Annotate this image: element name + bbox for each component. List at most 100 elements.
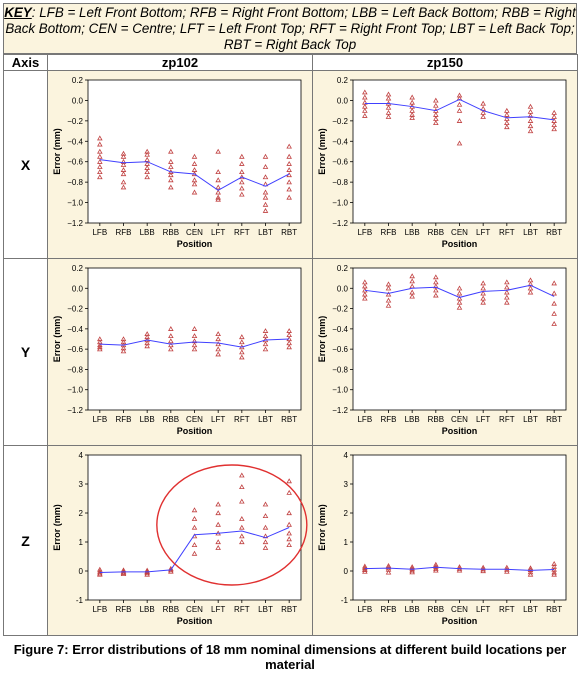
- y-tick-label: −0.4: [332, 325, 348, 334]
- y-tick-label: −0.2: [67, 305, 83, 314]
- data-point: [262, 539, 269, 545]
- axis-label-y: Y: [3, 258, 48, 446]
- data-point: [551, 310, 557, 316]
- x-tick-label: LBT: [523, 605, 538, 614]
- data-point: [215, 544, 221, 550]
- data-point: [262, 341, 269, 347]
- data-point: [97, 153, 103, 159]
- y-tick-label: −0.6: [67, 158, 83, 167]
- data-point: [168, 158, 174, 164]
- data-point: [144, 151, 150, 157]
- x-tick-label: RBT: [546, 605, 562, 614]
- data-point: [456, 290, 463, 296]
- y-tick-label: 3: [344, 480, 349, 489]
- data-point: [456, 118, 463, 123]
- data-point: [504, 568, 510, 574]
- data-point: [385, 104, 392, 110]
- data-point: [97, 135, 103, 141]
- data-point: [480, 113, 486, 119]
- chart-cell: −1.2 −1.0 −0.8 −0.6 −0.4 −0.2 0.0 0.2 LFB RFB LBB R…: [47, 70, 313, 259]
- data-point: [144, 169, 150, 175]
- data-point: [409, 114, 415, 120]
- y-axis-title: Error (mm): [52, 316, 62, 363]
- data-point: [286, 489, 292, 495]
- x-tick-label: RFT: [499, 605, 515, 614]
- data-point: [262, 207, 269, 213]
- data-point: [120, 171, 127, 177]
- data-point: [286, 186, 292, 192]
- x-tick-label: LFB: [92, 228, 107, 237]
- y-tick-label: −1.0: [332, 386, 348, 395]
- data-point: [504, 279, 510, 285]
- y-tick-label: 1: [79, 538, 84, 547]
- data-point: [362, 89, 368, 95]
- data-point: [191, 153, 198, 159]
- data-point: [168, 164, 174, 169]
- y-tick-label: −0.4: [67, 137, 83, 146]
- y-tick-label: −1.0: [332, 199, 348, 208]
- chart-zp102-z: -1 0 1 2 3 4 LFB RFB LBB RBB CEN LFT RFT LBT RBT Positi…: [52, 451, 308, 626]
- data-point: [120, 153, 127, 159]
- data-point: [191, 515, 198, 521]
- data-point: [120, 569, 127, 575]
- y-tick-label: 0.2: [337, 76, 349, 85]
- data-point: [97, 344, 103, 350]
- data-point: [239, 153, 245, 159]
- data-point: [433, 565, 439, 571]
- x-tick-label: LFB: [357, 605, 372, 614]
- data-point: [239, 160, 245, 166]
- x-axis-title: Position: [442, 616, 478, 626]
- data-point: [215, 346, 221, 352]
- data-point: [456, 95, 463, 101]
- data-point: [527, 103, 534, 109]
- data-point: [456, 101, 463, 107]
- y-tick-label: −0.6: [332, 158, 348, 167]
- data-point: [480, 568, 486, 574]
- y-tick-label: −0.8: [332, 178, 348, 187]
- x-tick-label: RFT: [499, 415, 515, 424]
- x-tick-label: LBB: [140, 605, 155, 614]
- x-tick-label: LBT: [523, 415, 538, 424]
- x-tick-label: RBT: [546, 228, 562, 237]
- data-point: [215, 184, 221, 190]
- x-tick-label: RBB: [428, 228, 444, 237]
- data-point: [433, 287, 439, 293]
- data-point: [362, 295, 368, 301]
- data-point: [286, 542, 292, 547]
- y-tick-label: 0.0: [337, 284, 349, 293]
- data-point: [215, 341, 221, 347]
- axis-label-x: X: [3, 70, 48, 259]
- y-tick-label: 0.0: [72, 96, 84, 105]
- data-point: [262, 524, 269, 530]
- data-point: [504, 294, 510, 300]
- data-point: [385, 113, 392, 119]
- x-tick-label: LBT: [258, 605, 273, 614]
- data-point: [239, 354, 245, 360]
- x-tick-label: CEN: [451, 228, 468, 237]
- chart-cell: -1 0 1 2 3 4 LFB RFB LBB RBB CEN LFT RFT LBT RBT Positi…: [47, 445, 313, 636]
- data-point: [97, 169, 103, 175]
- data-point: [551, 126, 557, 132]
- x-tick-label: CEN: [186, 605, 203, 614]
- axis-label-z: Z: [3, 445, 48, 636]
- x-tick-label: LFT: [476, 415, 490, 424]
- data-point: [262, 153, 269, 159]
- data-point: [385, 302, 392, 308]
- y-tick-label: −1.2: [67, 219, 83, 228]
- data-point: [433, 567, 439, 573]
- data-point: [239, 185, 245, 191]
- data-point: [527, 123, 534, 129]
- data-point: [97, 570, 103, 576]
- data-point: [191, 346, 198, 352]
- data-point: [362, 107, 368, 113]
- data-point: [239, 339, 245, 345]
- data-point: [239, 174, 245, 180]
- x-tick-label: RBT: [281, 605, 297, 614]
- y-tick-label: −1.2: [332, 406, 348, 415]
- x-tick-label: RBT: [281, 228, 297, 237]
- data-point: [456, 299, 463, 305]
- data-point: [385, 569, 392, 575]
- data-point: [362, 567, 368, 572]
- mean-line: [99, 527, 290, 573]
- data-point: [385, 95, 392, 101]
